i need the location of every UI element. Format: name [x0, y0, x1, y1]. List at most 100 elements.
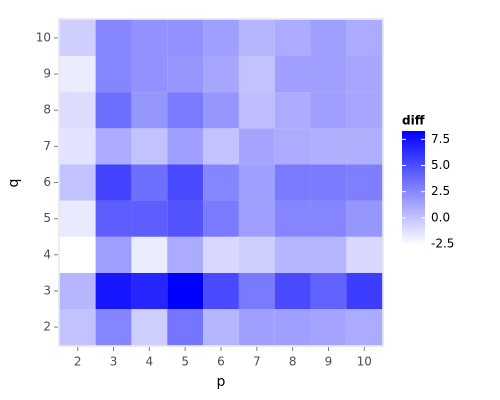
heat-cell: [274, 309, 311, 346]
y-tick-label: 10: [36, 30, 51, 44]
heat-cell: [167, 309, 204, 346]
heat-cell: [346, 92, 383, 129]
x-tick-label: 8: [289, 355, 297, 369]
heat-cell: [238, 272, 275, 310]
heat-cell: [203, 55, 239, 93]
heat-cell: [59, 200, 96, 237]
y-tick-label: 9: [43, 67, 51, 81]
colorbar-label: 2.5: [431, 184, 450, 198]
heat-cell: [95, 164, 132, 201]
heat-cell: [238, 128, 275, 165]
colorbar-label: 0.0: [431, 210, 450, 224]
heat-cell: [131, 128, 168, 165]
heat-cell: [59, 55, 96, 93]
heat-cell: [95, 309, 132, 346]
heat-cell: [238, 55, 275, 93]
x-tick-label: 9: [325, 355, 333, 369]
y-tick-label: 3: [43, 283, 51, 297]
heat-cell: [95, 55, 132, 93]
heat-cell: [346, 128, 383, 165]
heat-cell: [274, 128, 311, 165]
heat-cell: [167, 55, 204, 93]
heat-cell: [310, 55, 347, 93]
heat-cell: [238, 236, 275, 273]
x-tick-label: 10: [357, 355, 372, 369]
heat-cell: [238, 164, 275, 201]
x-axis-title: p: [217, 374, 226, 390]
heat-cell: [310, 128, 347, 165]
heat-cell: [274, 164, 311, 201]
heat-cell: [346, 309, 383, 346]
y-tick-label: 4: [43, 247, 51, 261]
heat-cell: [167, 128, 204, 165]
heat-cell: [59, 92, 96, 129]
heat-cell: [203, 164, 239, 201]
y-tick-label: 6: [43, 175, 51, 189]
heat-cell: [238, 309, 275, 346]
heat-cell: [131, 55, 168, 93]
heat-cell: [203, 200, 239, 237]
heat-cell: [95, 128, 132, 165]
heat-cell: [131, 236, 168, 273]
heat-cell: [167, 19, 204, 56]
heat-cell: [59, 236, 96, 273]
heat-cell: [346, 19, 383, 56]
colorbar: [402, 131, 425, 245]
heat-cell: [310, 92, 347, 129]
heat-cell: [203, 19, 239, 56]
heat-cell: [167, 236, 204, 273]
y-tick-label: 7: [43, 139, 51, 153]
heat-cell: [95, 92, 132, 129]
x-tick-label: 2: [74, 355, 82, 369]
heat-cell: [310, 200, 347, 237]
heat-cell: [95, 19, 132, 56]
heat-cell: [238, 92, 275, 129]
heat-cell: [203, 92, 239, 129]
heat-cell: [203, 128, 239, 165]
heat-cell: [203, 309, 239, 346]
heat-cell: [346, 236, 383, 273]
heat-cell: [167, 92, 204, 129]
heat-cell: [274, 272, 311, 310]
heat-cell: [59, 128, 96, 165]
heat-cell: [131, 200, 168, 237]
legend-title: diff: [402, 114, 425, 128]
heat-cell: [131, 164, 168, 201]
x-tick-label: 3: [110, 355, 118, 369]
y-tick-label: 2: [43, 320, 51, 334]
x-tick-label: 5: [181, 355, 189, 369]
x-tick-label: 7: [253, 355, 261, 369]
heat-cell: [346, 200, 383, 237]
heat-cell: [310, 19, 347, 56]
heat-cell: [274, 200, 311, 237]
heat-cell: [59, 309, 96, 346]
heat-cell: [310, 272, 347, 310]
heat-cell: [95, 200, 132, 237]
y-tick-label: 8: [43, 103, 51, 117]
colorbar-label: 7.5: [431, 132, 450, 146]
heat-cell: [346, 164, 383, 201]
heat-cell: [346, 55, 383, 93]
heat-cell: [167, 164, 204, 201]
heat-cell: [238, 19, 275, 56]
heat-cell: [59, 272, 96, 310]
y-tick-label: 5: [43, 211, 51, 225]
y-axis-title: q: [6, 179, 22, 188]
heat-cell: [131, 92, 168, 129]
heat-cell: [203, 236, 239, 273]
heat-cell: [167, 272, 204, 310]
x-tick-label: 6: [217, 355, 225, 369]
colorbar-label: 5.0: [431, 158, 450, 172]
x-tick-label: 4: [146, 355, 154, 369]
heat-cell: [274, 236, 311, 273]
heat-cell: [59, 19, 96, 56]
heat-cell: [310, 309, 347, 346]
heat-cell: [131, 19, 168, 56]
heat-cell: [310, 164, 347, 201]
heat-cell: [95, 272, 132, 310]
heat-cell: [131, 272, 168, 310]
heat-cell: [203, 272, 239, 310]
heat-cell: [274, 92, 311, 129]
heat-cell: [310, 236, 347, 273]
